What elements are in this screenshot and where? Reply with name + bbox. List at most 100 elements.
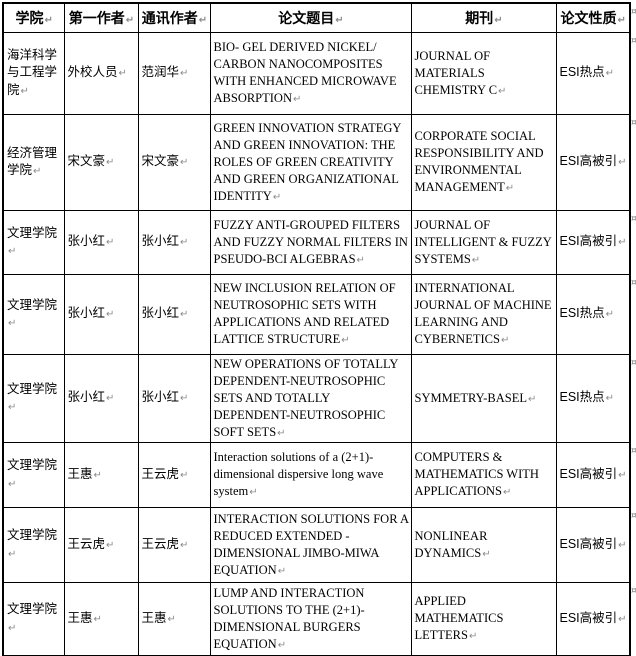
corresponding-author-cell[interactable]: 张小红↵ xyxy=(137,209,211,275)
corresponding-author-text: 范润华 xyxy=(141,65,180,80)
first-author-cell[interactable]: 宋文豪↵ xyxy=(63,113,139,211)
college-cell[interactable]: 经济管理学院↵ xyxy=(2,113,65,211)
paragraph-mark-icon: ↵ xyxy=(618,469,627,481)
paragraph-mark-icon: ↵ xyxy=(528,393,537,405)
paragraph-mark-icon: ↵ xyxy=(180,68,189,80)
journal-cell[interactable]: SYMMETRY-BASEL↵ xyxy=(410,353,557,443)
paragraph-mark-icon: ↵ xyxy=(20,85,29,97)
column-header-corresponding-author[interactable]: 通讯作者↵ xyxy=(137,2,211,33)
column-header-paper-title[interactable]: 论文题目↵ xyxy=(209,2,412,33)
table-row: 文理学院↵ 王云虎↵ 王云虎↵ INTERACTION SOLUTIONS FO… xyxy=(2,506,631,583)
paper-title-cell[interactable]: GREEN INNOVATION STRATEGY AND GREEN INNO… xyxy=(209,113,412,211)
end-of-row-mark-icon: ¤ xyxy=(631,118,636,128)
paper-nature-cell[interactable]: ESI高被引↵ xyxy=(555,506,631,583)
paragraph-mark-icon: ↵ xyxy=(180,237,189,249)
college-text: 文理学院 xyxy=(7,297,58,312)
first-author-text: 张小红 xyxy=(67,306,106,321)
paper-nature-cell[interactable]: ESI高被引↵ xyxy=(555,209,631,275)
end-of-row-mark-icon: ¤ xyxy=(631,446,636,456)
paragraph-mark-icon: ↵ xyxy=(482,548,491,560)
column-header-first-author[interactable]: 第一作者↵ xyxy=(63,2,139,33)
first-author-cell[interactable]: 王云虎↵ xyxy=(63,506,139,583)
college-text: 海洋科学与工程学院 xyxy=(7,47,58,97)
corresponding-author-cell[interactable]: 王惠↵ xyxy=(137,581,211,656)
first-author-text: 王云虎 xyxy=(67,536,106,551)
paper-nature-text: ESI高被引 xyxy=(559,154,618,169)
corresponding-author-cell[interactable]: 张小红↵ xyxy=(137,273,211,355)
journal-cell[interactable]: JOURNAL OF INTELLIGENT & FUZZY SYSTEMS↵ xyxy=(410,209,557,275)
journal-cell[interactable]: INTERNATIONAL JOURNAL OF MACHINE LEARNIN… xyxy=(410,273,557,355)
first-author-cell[interactable]: 张小红↵ xyxy=(63,273,139,355)
corresponding-author-cell[interactable]: 宋文豪↵ xyxy=(137,113,211,211)
journal-cell[interactable]: NONLINEAR DYNAMICS↵ xyxy=(410,506,557,583)
paragraph-mark-icon: ↵ xyxy=(118,68,127,80)
paper-nature-text: ESI高被引 xyxy=(559,611,618,625)
paragraph-mark-icon: ↵ xyxy=(618,237,627,249)
column-header-college[interactable]: 学院↵ xyxy=(2,2,65,33)
paper-title-cell[interactable]: BIO- GEL DERIVED NICKEL/ CARBON NANOCOMP… xyxy=(209,31,412,115)
column-header-label: 期刊 xyxy=(465,9,494,26)
corresponding-author-cell[interactable]: 范润华↵ xyxy=(137,31,211,115)
paper-nature-cell[interactable]: ESI高被引↵ xyxy=(555,113,631,211)
first-author-cell[interactable]: 王惠↵ xyxy=(63,581,139,656)
corresponding-author-cell[interactable]: 张小红↵ xyxy=(137,353,211,443)
table-row: 文理学院↵ 张小红↵ 张小红↵ NEW OPERATIONS OF TOTALL… xyxy=(2,353,631,443)
journal-text: CORPORATE SOCIAL RESPONSIBILITY AND ENVI… xyxy=(414,129,547,194)
paper-title-text: FUZZY ANTI-GROUPED FILTERS AND FUZZY NOR… xyxy=(213,217,411,266)
column-header-label: 论文性质 xyxy=(560,9,617,26)
paper-title-cell[interactable]: Interaction solutions of a (2+1)-dimensi… xyxy=(209,441,412,508)
paper-nature-text: ESI高被引 xyxy=(559,234,618,249)
paper-title-cell[interactable]: INTERACTION SOLUTIONS FOR A REDUCED EXTE… xyxy=(209,506,412,583)
paper-nature-cell[interactable]: ESI高被引↵ xyxy=(555,581,631,656)
end-of-row-mark-icon: ¤ xyxy=(631,586,636,596)
paragraph-mark-icon: ↵ xyxy=(106,237,115,249)
first-author-text: 外校人员 xyxy=(67,65,118,80)
first-author-cell[interactable]: 王惠↵ xyxy=(63,441,139,508)
first-author-cell[interactable]: 外校人员↵ xyxy=(63,31,139,115)
paper-nature-cell[interactable]: ESI热点↵ xyxy=(555,31,631,115)
journal-cell[interactable]: CORPORATE SOCIAL RESPONSIBILITY AND ENVI… xyxy=(410,113,557,211)
paragraph-mark-icon: ↵ xyxy=(272,191,282,203)
college-text: 文理学院 xyxy=(7,458,58,472)
paper-title-cell[interactable]: NEW INCLUSION RELATION OF NEUTROSOPHIC S… xyxy=(209,273,412,355)
college-cell[interactable]: 文理学院 ↵ xyxy=(2,506,65,583)
paragraph-mark-icon: ↵ xyxy=(618,157,627,169)
paper-nature-cell[interactable]: ESI高被引↵ xyxy=(555,441,631,508)
journal-text: INTERNATIONAL JOURNAL OF MACHINE LEARNIN… xyxy=(414,281,555,346)
journal-cell[interactable]: JOURNAL OF MATERIALS CHEMISTRY C↵ xyxy=(410,31,557,115)
end-of-row-mark-icon: ¤ xyxy=(631,358,636,368)
first-author-cell[interactable]: 张小红↵ xyxy=(63,353,139,443)
first-author-cell[interactable]: 张小红↵ xyxy=(63,209,139,275)
corresponding-author-cell[interactable]: 王云虎↵ xyxy=(137,441,211,508)
paper-title-cell[interactable]: FUZZY ANTI-GROUPED FILTERS AND FUZZY NOR… xyxy=(209,209,412,275)
table-row: 经济管理学院↵ 宋文豪↵ 宋文豪↵ GREEN INNOVATION STRAT… xyxy=(2,113,631,211)
paper-nature-text: ESI高被引 xyxy=(559,466,618,481)
paragraph-mark-icon: ↵ xyxy=(8,318,17,329)
paper-nature-cell[interactable]: ESI热点↵ xyxy=(555,273,631,355)
column-header-paper-nature[interactable]: 论文性质↵ xyxy=(555,2,631,33)
college-cell[interactable]: 文理学院 ↵ xyxy=(2,581,65,656)
paper-title-text: BIO- GEL DERIVED NICKEL/ CARBON NANOCOMP… xyxy=(213,40,400,105)
corresponding-author-text: 张小红 xyxy=(141,390,180,405)
paragraph-mark-icon: ↵ xyxy=(44,14,53,26)
paragraph-mark-icon: ↵ xyxy=(468,631,478,643)
paragraph-mark-icon: ↵ xyxy=(618,539,627,551)
corresponding-author-cell[interactable]: 王云虎↵ xyxy=(137,506,211,583)
paper-title-text: LUMP AND INTERACTION SOLUTIONS TO THE (2… xyxy=(213,585,368,651)
college-cell[interactable]: 文理学院 ↵ xyxy=(2,353,65,443)
first-author-text: 张小红 xyxy=(67,390,106,405)
college-cell[interactable]: 文理学院 ↵ xyxy=(2,273,65,355)
paper-title-cell[interactable]: NEW OPERATIONS OF TOTALLY DEPENDENT-NEUT… xyxy=(209,353,412,443)
college-text: 文理学院 xyxy=(7,528,58,542)
journal-cell[interactable]: COMPUTERS & MATHEMATICS WITH APPLICATION… xyxy=(410,441,557,508)
college-cell[interactable]: 文理学院 ↵ xyxy=(2,441,65,508)
college-text: 经济管理学院 xyxy=(7,145,58,178)
college-cell[interactable]: 文理学院 ↵ xyxy=(2,209,65,275)
college-cell[interactable]: 海洋科学与工程学院↵ xyxy=(2,31,65,115)
column-header-journal[interactable]: 期刊↵ xyxy=(410,2,557,33)
paper-nature-cell[interactable]: ESI热点↵ xyxy=(555,353,631,443)
journal-cell[interactable]: APPLIED MATHEMATICS LETTERS↵ xyxy=(410,581,557,656)
paper-title-cell[interactable]: LUMP AND INTERACTION SOLUTIONS TO THE (2… xyxy=(209,581,412,656)
